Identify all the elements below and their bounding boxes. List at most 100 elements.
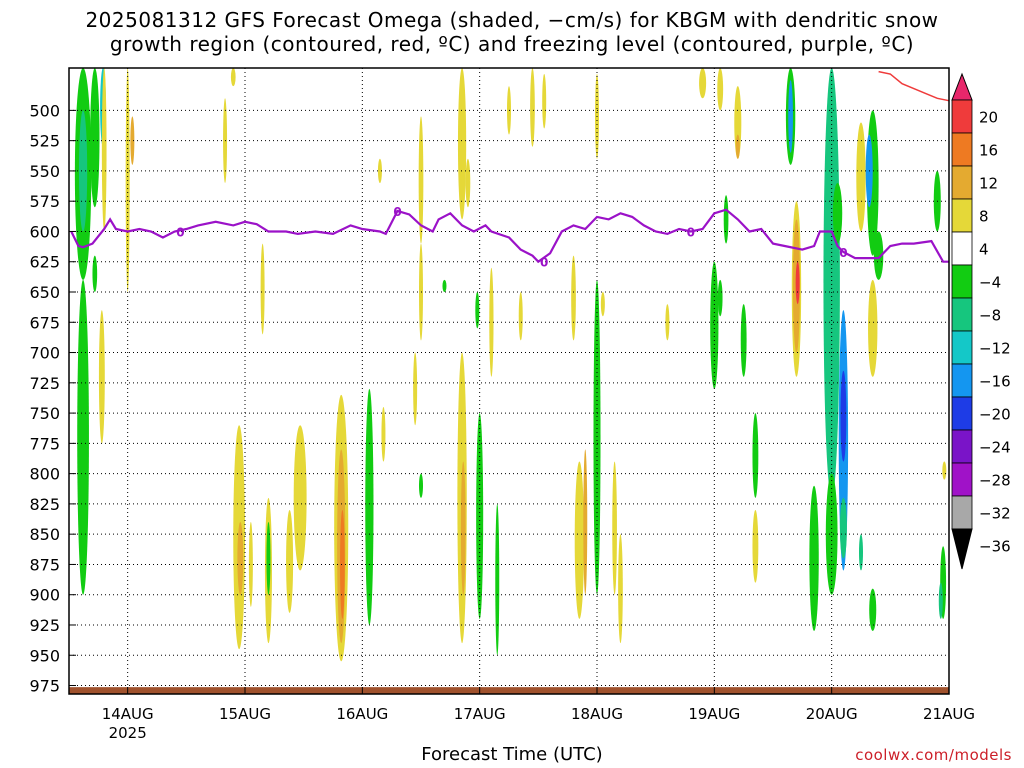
omega-region-69	[832, 183, 843, 244]
chart-title-line1: 2025081312 GFS Forecast Omega (shaded, −…	[85, 8, 939, 32]
omega-region-42	[542, 74, 547, 129]
chart-title-line2: growth region (contoured, red, ºC) and f…	[109, 32, 915, 56]
credit-link[interactable]: coolwx.com/models	[855, 746, 1012, 764]
omega-region-67	[809, 485, 819, 632]
omega-region-43	[574, 461, 585, 619]
y-tick-label-6: 650	[29, 283, 60, 302]
freezing-level-label-2: 0	[540, 256, 548, 270]
omega-region-6	[98, 310, 105, 444]
omega-region-51	[710, 261, 719, 389]
omega-region-7	[101, 68, 107, 232]
x-tick-label-5: 19AUG	[688, 705, 740, 723]
omega-region-57	[734, 86, 742, 159]
omega-region-38	[475, 292, 480, 329]
y-tick-label-1: 525	[29, 132, 60, 151]
y-tick-label-4: 600	[29, 222, 60, 241]
omega-region-53	[717, 279, 723, 317]
omega-region-71	[840, 370, 847, 462]
colorbar-box-6	[951, 297, 973, 332]
omega-region-54	[665, 304, 670, 341]
y-tick-label-14: 850	[29, 525, 60, 544]
y-tick-label-13: 825	[29, 495, 60, 514]
omega-region-72	[825, 473, 838, 595]
x-axis-label: Forecast Time (UTC)	[421, 744, 603, 765]
x-tick-label-2: 16AUG	[336, 705, 388, 723]
colorbar-box-11	[951, 462, 973, 497]
omega-region-25	[377, 158, 382, 184]
x-axis: 14AUG 15AUG 16AUG 17AUG 18AUG 19AUG 20AUG 21AUG…	[102, 687, 975, 742]
omega-region-56	[717, 68, 724, 111]
x-tick-label-6: 20AUG	[806, 705, 858, 723]
omega-region-49	[612, 461, 617, 595]
gridlines	[69, 68, 949, 694]
y-tick-label-3: 575	[29, 192, 60, 211]
omega-region-24	[381, 407, 386, 462]
omega-region-59	[740, 304, 747, 377]
omega-region-10	[230, 68, 236, 87]
colorbar-box-7	[951, 330, 973, 365]
omega-region-17	[266, 522, 271, 595]
y-tick-label-0: 500	[29, 101, 60, 120]
colorbar-box-5	[951, 264, 973, 299]
x-tick-label-7: 21AUG	[923, 705, 975, 723]
omega-region-55	[699, 68, 707, 99]
y-tick-label-7: 675	[29, 313, 60, 332]
colorbar-box-1	[951, 132, 973, 167]
omega-region-4	[77, 279, 89, 595]
colorbar-label-0: 20	[979, 109, 998, 127]
y-tick-label-8: 700	[29, 344, 60, 363]
colorbar-box-9	[951, 396, 973, 431]
omega-region-22	[340, 509, 345, 619]
colorbar-label-5: −4	[979, 274, 1001, 292]
y-tick-label-9: 725	[29, 374, 60, 393]
colorbar-label-1: 16	[979, 142, 998, 160]
y-tick-label-19: 975	[29, 677, 60, 696]
colorbar-bottom-arrow	[951, 528, 973, 570]
x-tick-label-3: 17AUG	[454, 705, 506, 723]
colorbar-label-11: −28	[979, 472, 1011, 490]
omega-region-40	[518, 292, 523, 341]
omega-region-45	[571, 255, 576, 341]
y-tick-label-15: 875	[29, 555, 60, 574]
colorbar-label-10: −24	[979, 439, 1011, 457]
y-tick-label-2: 550	[29, 162, 60, 181]
omega-region-12	[260, 243, 265, 335]
omega-region-14	[237, 522, 244, 595]
y-tick-label-5: 625	[29, 253, 60, 272]
x-year-label: 2025	[109, 724, 147, 742]
x-tick-label-4: 18AUG	[571, 705, 623, 723]
omega-region-16	[248, 522, 253, 607]
dendritic-contour-line	[878, 70, 950, 102]
omega-region-2	[90, 67, 100, 208]
omega-region-31	[457, 68, 467, 220]
omega-region-34	[460, 461, 466, 595]
omega-shading	[74, 67, 947, 662]
colorbar-label-2: 12	[979, 175, 998, 193]
omega-region-74	[856, 122, 866, 232]
omega-region-32	[465, 158, 471, 208]
omega-region-73	[839, 497, 847, 559]
colorbar-box-8	[951, 363, 973, 398]
omega-region-79	[869, 588, 877, 632]
colorbar-top-arrow	[951, 72, 973, 101]
plot-area	[69, 68, 949, 694]
colorbar-label-8: −16	[979, 373, 1011, 391]
colorbar-box-2	[951, 165, 973, 200]
freezing-level-label-4: 0	[839, 246, 847, 260]
y-tick-label-16: 900	[29, 586, 60, 605]
freezing-level-line	[70, 208, 949, 264]
x-tick-label-0: 14AUG	[102, 705, 154, 723]
colorbar-label-4: 4	[979, 241, 989, 259]
omega-region-44	[583, 449, 588, 595]
plot-frame	[68, 67, 950, 695]
omega-region-9	[130, 116, 135, 165]
colorbar-label-12: −32	[979, 505, 1011, 523]
omega-region-64	[795, 261, 800, 305]
colorbar-label-3: 8	[979, 208, 989, 226]
omega-region-83	[938, 582, 943, 619]
omega-region-46	[593, 279, 601, 595]
omega-region-36	[489, 267, 494, 377]
omega-region-75	[868, 279, 878, 377]
colorbar-box-10	[951, 429, 973, 464]
